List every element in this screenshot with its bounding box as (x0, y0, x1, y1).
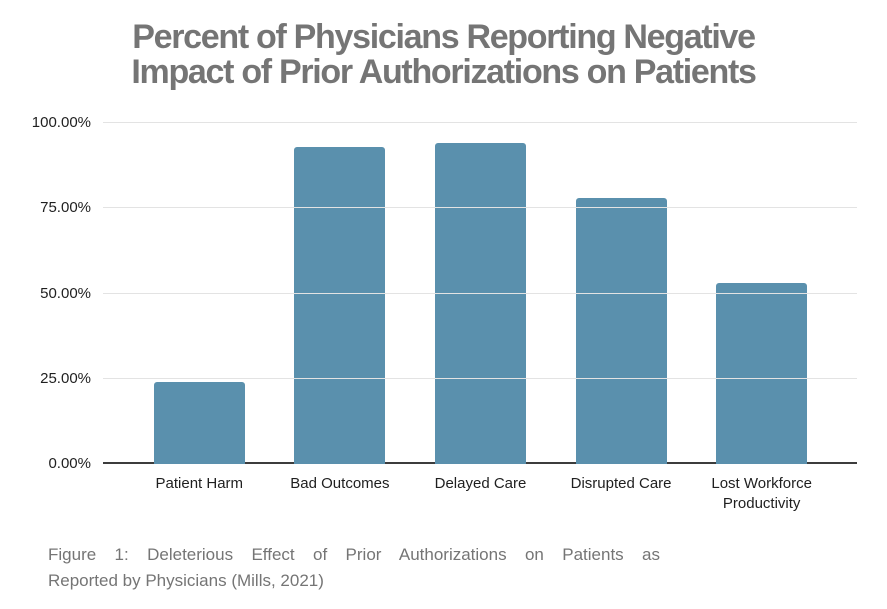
bar (434, 143, 526, 464)
gridline (103, 207, 857, 209)
bar-slot (410, 123, 551, 464)
y-axis-tick-label: 75.00% (40, 199, 91, 217)
bar-slot (270, 123, 411, 464)
gridline (103, 292, 857, 294)
y-axis-tick-label: 25.00% (40, 369, 91, 387)
chart-title: Percent of Physicians Reporting Negative… (0, 20, 887, 90)
plot-area: 0.00% 25.00% 50.00% 75.00% 100.00% (32, 114, 857, 472)
gridline (103, 377, 857, 379)
figure-caption-line-2: Reported by Physicians (Mills, 2021) (48, 571, 324, 590)
y-axis-tick-label: 100.00% (31, 114, 91, 131)
x-category-label: Disrupted Care (570, 475, 672, 492)
x-category-label: Delayed Care (434, 475, 527, 492)
bar (294, 146, 386, 464)
x-axis-labels: Patient Harm Bad Outcomes Delayed Care Disr… (129, 474, 832, 514)
bar-slot (129, 123, 270, 464)
x-category-label: Patient Harm (155, 475, 244, 492)
figure-caption: Figure 1: Deleterious Effect of Prior Au… (48, 542, 660, 594)
bar (575, 198, 667, 464)
y-axis-tick-label: 50.00% (40, 284, 91, 302)
figure-caption-line-1: Figure 1: Deleterious Effect of Prior Au… (48, 545, 660, 564)
chart-title-line-1: Percent of Physicians Reporting Negative (132, 18, 756, 56)
bar (153, 382, 245, 464)
y-axis-tick-label: 0.00% (48, 455, 91, 472)
bars-container (129, 123, 832, 464)
gridline (103, 122, 857, 123)
x-category-label: Bad Outcomes (290, 475, 390, 492)
bar-slot (551, 123, 692, 464)
bar-slot (691, 123, 832, 464)
bar (716, 283, 808, 464)
x-category-label: Lost Workforce Productivity (711, 475, 812, 512)
chart-title-line-2: Impact of Prior Authorizations on Patien… (131, 53, 757, 91)
